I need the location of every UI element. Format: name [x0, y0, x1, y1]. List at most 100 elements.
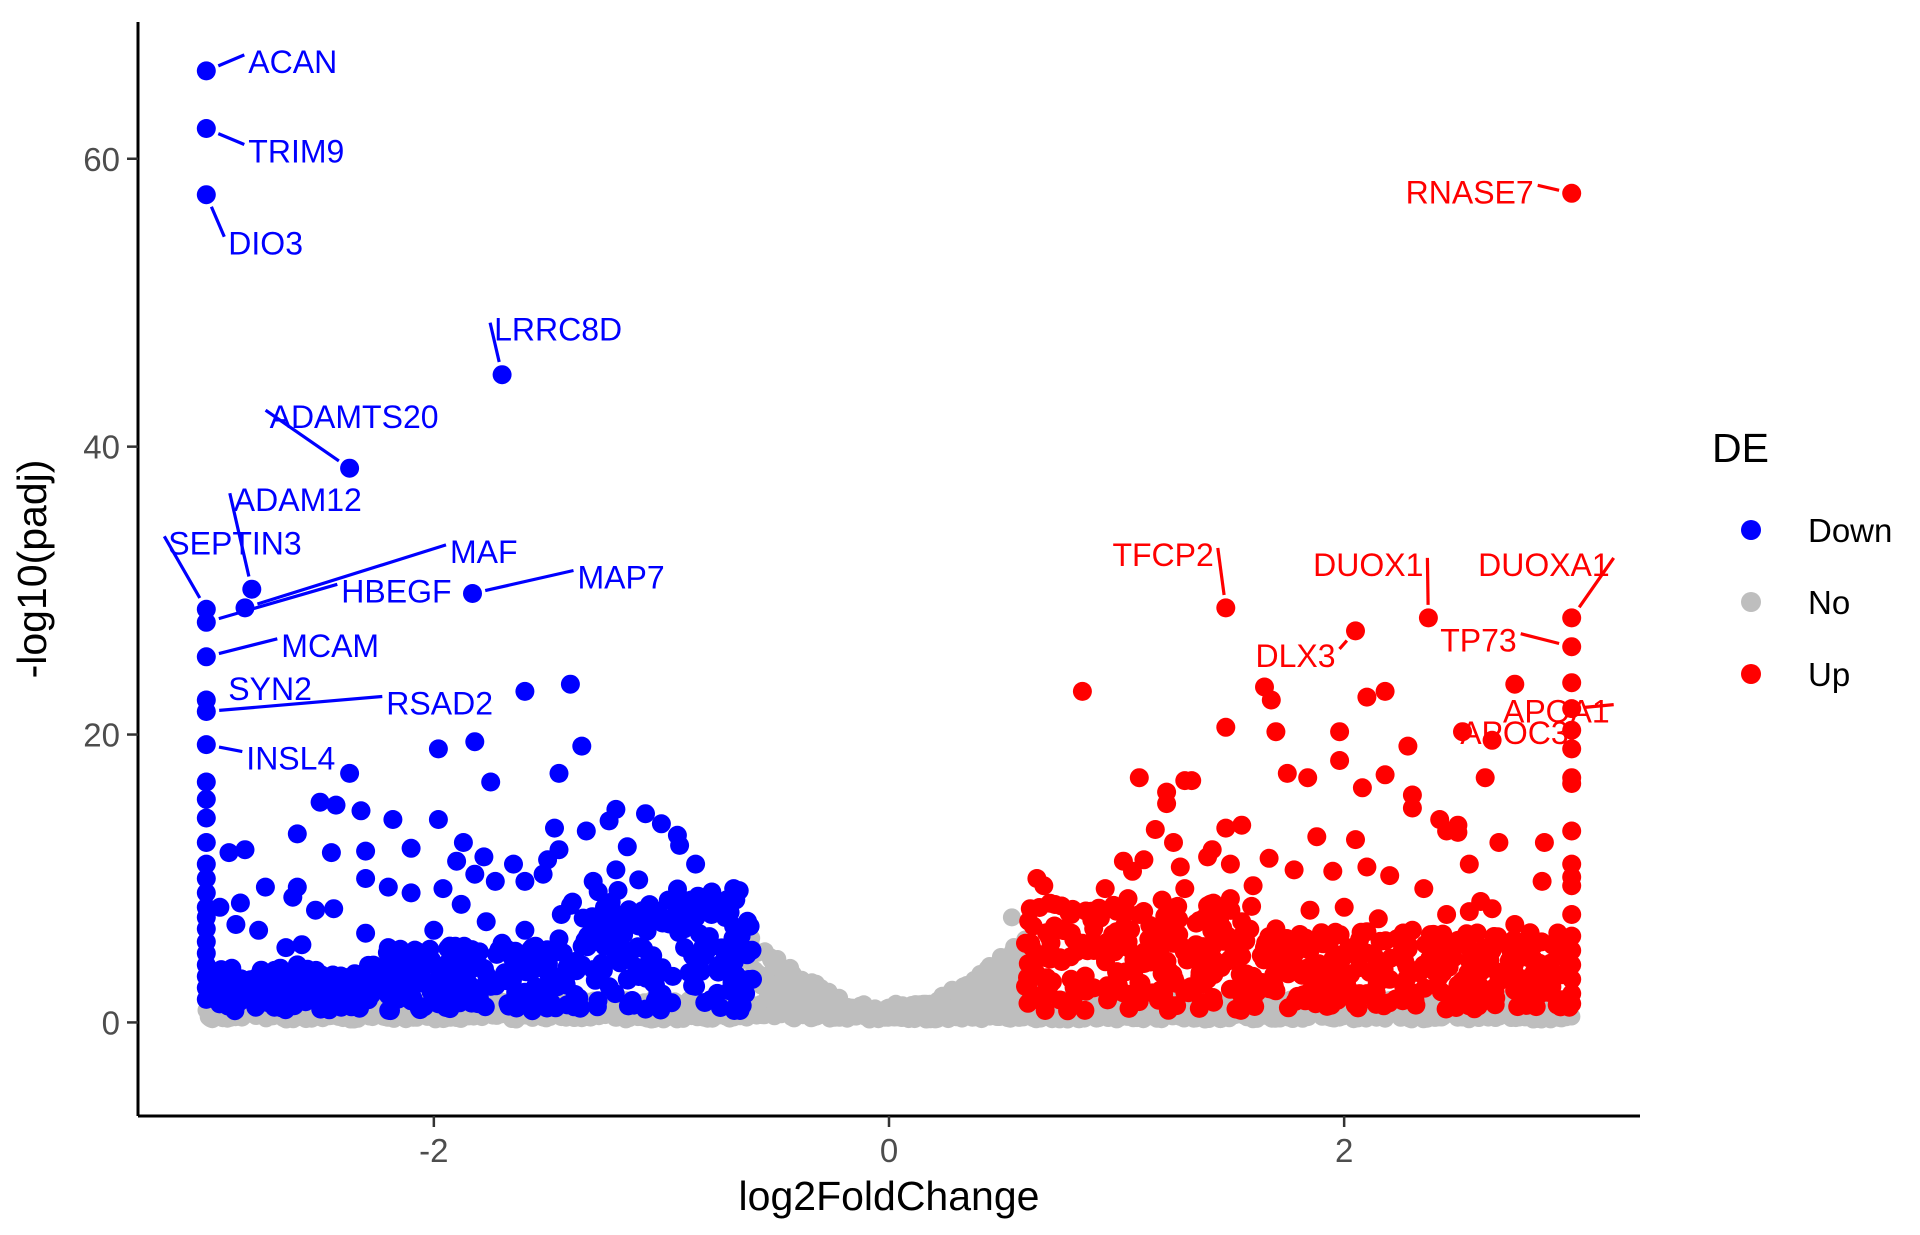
point-up — [1095, 879, 1115, 899]
point-up — [1161, 996, 1181, 1015]
point-no — [886, 994, 905, 1013]
point-down — [599, 811, 619, 831]
label-connector — [488, 322, 501, 363]
point-no — [749, 1003, 768, 1022]
point-down — [548, 967, 568, 987]
gene-label-mcam: MCAM — [281, 628, 379, 664]
point-up — [1242, 896, 1262, 916]
legend-label-up: Up — [1808, 656, 1850, 693]
point-up — [1277, 763, 1297, 783]
gene-label-hbegf: HBEGF — [341, 573, 451, 609]
point-down — [433, 993, 452, 1013]
point-up — [1459, 854, 1479, 874]
point-down — [461, 956, 481, 975]
point-down — [350, 998, 369, 1018]
point-up — [1453, 722, 1472, 742]
point-up — [1460, 979, 1480, 999]
point-up — [1019, 911, 1039, 931]
point-up — [1129, 768, 1149, 788]
point-down — [319, 1000, 339, 1020]
point-down — [196, 883, 216, 903]
point-up — [1216, 598, 1236, 618]
point-up — [1288, 986, 1308, 1006]
point-down — [608, 881, 628, 900]
point-no — [781, 958, 800, 977]
point-up — [1145, 820, 1165, 839]
point-up — [1402, 798, 1422, 818]
point-up — [1467, 923, 1487, 943]
point-up — [1375, 681, 1395, 701]
point-down — [360, 967, 380, 987]
point-down — [382, 968, 402, 988]
point-up — [1121, 920, 1141, 940]
point-no — [761, 948, 780, 967]
legend-title: DE — [1712, 425, 1769, 471]
label-connector — [1584, 703, 1614, 709]
point-up — [1034, 876, 1054, 896]
label-connector — [228, 492, 251, 577]
point-up — [1307, 827, 1327, 847]
point-up — [1471, 892, 1491, 911]
legend-key-up — [1741, 664, 1761, 684]
point-up — [1433, 924, 1453, 944]
gene-label-insl4: INSL4 — [246, 741, 335, 777]
point-down — [454, 936, 474, 956]
point-up — [1488, 927, 1508, 947]
point-up — [1104, 895, 1124, 915]
point-no — [807, 1002, 826, 1021]
label-connector — [1520, 632, 1560, 646]
point-up — [1266, 722, 1286, 742]
point-no — [687, 1007, 706, 1026]
point-down — [507, 984, 527, 1004]
point-down — [196, 119, 216, 138]
label-connector — [217, 53, 245, 68]
point-down — [321, 843, 341, 863]
point-down — [230, 893, 250, 913]
point-down — [614, 925, 634, 945]
point-down — [485, 871, 505, 891]
legend-label-no: No — [1808, 584, 1850, 621]
point-down — [592, 953, 612, 973]
point-up — [1216, 818, 1236, 838]
point-up — [1175, 879, 1195, 899]
point-up — [1557, 963, 1577, 983]
point-down — [624, 995, 644, 1015]
gene-label-dio3: DIO3 — [228, 226, 303, 262]
point-up — [1482, 730, 1502, 750]
point-up — [1125, 959, 1145, 979]
label-connector — [218, 582, 338, 621]
point-up — [1352, 778, 1372, 798]
point-down — [196, 612, 216, 632]
point-down — [196, 735, 216, 755]
point-up — [1414, 879, 1434, 899]
label-connector — [264, 408, 340, 463]
gene-label-duox1: DUOX1 — [1313, 547, 1423, 583]
point-down — [564, 997, 584, 1017]
point-down — [563, 892, 582, 912]
gene-label-rsad2: RSAD2 — [386, 686, 493, 722]
point-no — [859, 1003, 878, 1022]
point-up — [1505, 674, 1525, 694]
point-down — [549, 763, 569, 783]
point-down — [292, 935, 312, 955]
point-up — [1213, 931, 1233, 951]
label-connector — [484, 568, 574, 593]
point-up — [1458, 963, 1478, 983]
point-up — [1075, 1000, 1095, 1020]
point-down — [526, 936, 545, 956]
point-up — [1368, 909, 1388, 929]
point-up — [1204, 949, 1224, 969]
point-down — [219, 969, 239, 989]
point-down — [447, 851, 467, 871]
point-down — [573, 908, 593, 928]
gene-label-dlx3: DLX3 — [1255, 638, 1335, 674]
point-up — [1300, 900, 1320, 920]
point-down — [651, 1000, 671, 1020]
point-up — [1037, 968, 1057, 988]
point-down — [734, 973, 754, 993]
point-up — [1445, 985, 1465, 1004]
point-no — [364, 1007, 382, 1026]
point-down — [196, 772, 216, 792]
point-no — [949, 1006, 968, 1025]
point-up — [1323, 861, 1343, 881]
